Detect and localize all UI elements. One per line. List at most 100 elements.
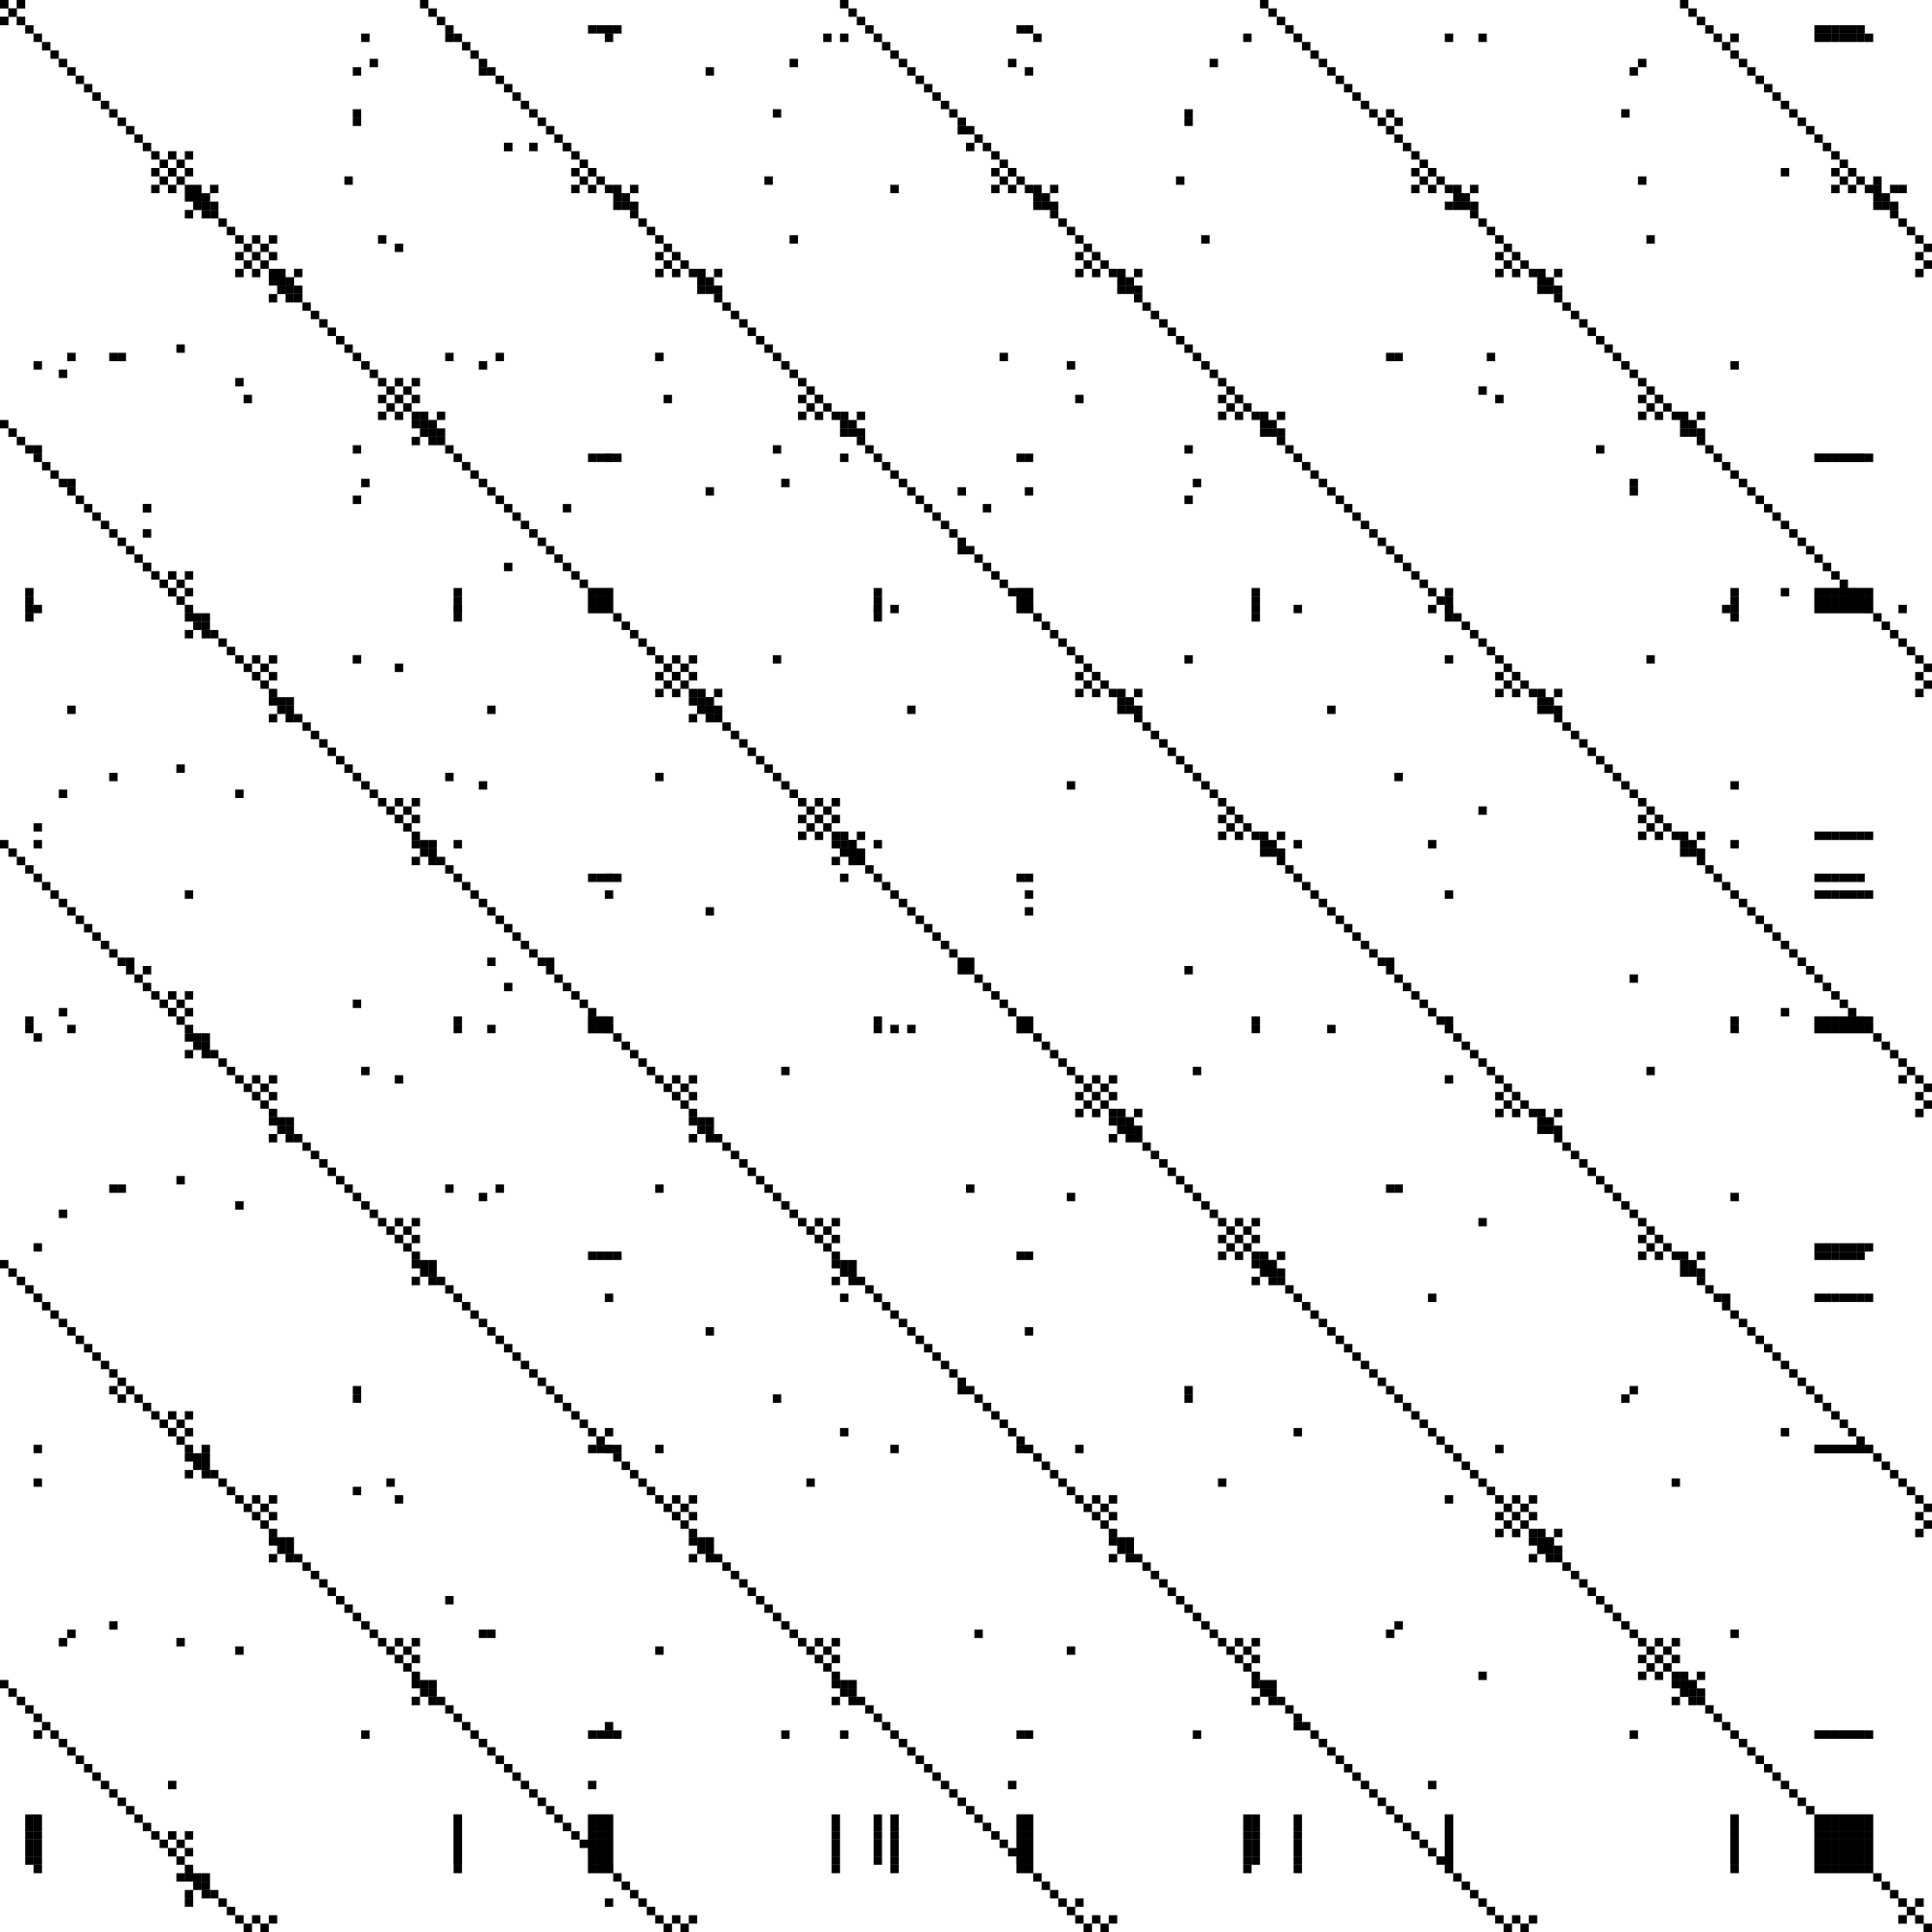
nonzero-entry xyxy=(217,1898,227,1908)
nonzero-entry xyxy=(495,352,505,362)
nonzero-entry xyxy=(840,453,849,462)
nonzero-entry xyxy=(251,235,261,244)
nonzero-entry xyxy=(1008,1008,1016,1016)
nonzero-entry xyxy=(764,344,773,353)
nonzero-entry xyxy=(1369,1369,1378,1378)
nonzero-entry xyxy=(268,714,278,723)
nonzero-entry xyxy=(990,168,1000,177)
nonzero-entry xyxy=(1091,268,1101,278)
nonzero-entry xyxy=(235,789,244,798)
nonzero-entry xyxy=(773,773,782,782)
nonzero-entry xyxy=(1856,873,1865,883)
nonzero-entry xyxy=(512,1352,521,1361)
nonzero-entry xyxy=(1445,604,1453,614)
nonzero-entry xyxy=(1445,1445,1453,1453)
nonzero-entry xyxy=(1915,654,1924,664)
nonzero-entry xyxy=(1293,1427,1303,1437)
nonzero-entry xyxy=(184,1033,193,1042)
nonzero-entry xyxy=(890,184,899,193)
nonzero-entry xyxy=(1167,1167,1177,1177)
nonzero-entry xyxy=(1839,580,1849,588)
nonzero-entry xyxy=(277,705,286,715)
nonzero-entry xyxy=(1646,1226,1655,1235)
nonzero-entry xyxy=(184,184,193,193)
nonzero-entry xyxy=(672,1915,681,1924)
nonzero-entry xyxy=(184,1898,193,1908)
nonzero-entry xyxy=(1495,1915,1504,1924)
nonzero-entry xyxy=(1831,990,1840,1000)
nonzero-entry xyxy=(302,1142,312,1151)
nonzero-entry xyxy=(1243,1839,1252,1849)
nonzero-entry xyxy=(1049,1470,1059,1479)
nonzero-entry xyxy=(705,1546,715,1554)
nonzero-entry xyxy=(1822,1848,1832,1857)
nonzero-entry xyxy=(840,1730,849,1739)
nonzero-entry xyxy=(923,923,933,933)
nonzero-entry xyxy=(1083,680,1092,689)
nonzero-entry xyxy=(495,1183,505,1193)
nonzero-entry xyxy=(159,580,169,588)
nonzero-entry xyxy=(638,638,648,648)
nonzero-entry xyxy=(1553,714,1563,723)
nonzero-entry xyxy=(1730,587,1739,597)
nonzero-entry xyxy=(1134,714,1143,723)
nonzero-entry xyxy=(1629,486,1639,496)
nonzero-entry xyxy=(680,260,689,269)
nonzero-entry xyxy=(1831,1848,1840,1857)
nonzero-entry xyxy=(974,1814,983,1823)
nonzero-entry xyxy=(1546,1537,1554,1546)
nonzero-entry xyxy=(117,537,126,547)
nonzero-entry xyxy=(1116,1125,1126,1135)
nonzero-entry xyxy=(697,697,706,706)
nonzero-entry xyxy=(1411,1831,1420,1840)
nonzero-entry xyxy=(1083,1083,1092,1092)
nonzero-entry xyxy=(629,1889,639,1899)
nonzero-entry xyxy=(1797,117,1807,126)
nonzero-entry xyxy=(1116,268,1126,278)
nonzero-entry xyxy=(1528,268,1538,278)
nonzero-entry xyxy=(1243,403,1252,412)
nonzero-entry xyxy=(990,1831,1000,1840)
nonzero-entry xyxy=(193,621,202,630)
nonzero-entry xyxy=(1268,1688,1278,1697)
nonzero-entry xyxy=(587,1251,597,1260)
nonzero-entry xyxy=(529,1369,538,1378)
nonzero-entry xyxy=(1360,100,1370,110)
nonzero-entry xyxy=(604,1848,614,1857)
nonzero-entry xyxy=(1839,999,1849,1009)
nonzero-entry xyxy=(554,1814,563,1823)
nonzero-entry xyxy=(1091,1915,1101,1924)
nonzero-entry xyxy=(1856,176,1865,185)
nonzero-entry xyxy=(680,680,689,689)
nonzero-entry xyxy=(680,1503,689,1513)
nonzero-entry xyxy=(1915,268,1924,278)
nonzero-entry xyxy=(33,1839,43,1849)
nonzero-entry xyxy=(890,1839,899,1849)
nonzero-entry xyxy=(168,1781,177,1789)
nonzero-entry xyxy=(1806,1806,1815,1815)
nonzero-entry xyxy=(1116,1109,1126,1117)
nonzero-entry xyxy=(873,840,883,849)
nonzero-entry xyxy=(109,949,118,958)
nonzero-entry xyxy=(916,75,924,84)
nonzero-entry xyxy=(378,378,386,386)
nonzero-entry xyxy=(134,1394,144,1403)
nonzero-entry xyxy=(848,840,857,849)
nonzero-entry xyxy=(613,201,622,211)
nonzero-entry xyxy=(923,83,933,93)
nonzero-entry xyxy=(1335,1335,1345,1345)
nonzero-entry xyxy=(1277,411,1285,420)
nonzero-entry xyxy=(890,1310,899,1319)
nonzero-entry xyxy=(1116,1546,1126,1554)
nonzero-entry xyxy=(1268,1259,1278,1269)
nonzero-entry xyxy=(1360,941,1370,949)
nonzero-entry xyxy=(0,0,9,9)
nonzero-entry xyxy=(268,1528,278,1538)
nonzero-entry xyxy=(688,697,698,706)
nonzero-entry xyxy=(293,268,303,278)
nonzero-entry xyxy=(176,1856,185,1865)
nonzero-entry xyxy=(983,1402,991,1412)
nonzero-entry xyxy=(378,797,386,807)
nonzero-entry xyxy=(1402,562,1412,572)
nonzero-entry xyxy=(856,428,866,437)
